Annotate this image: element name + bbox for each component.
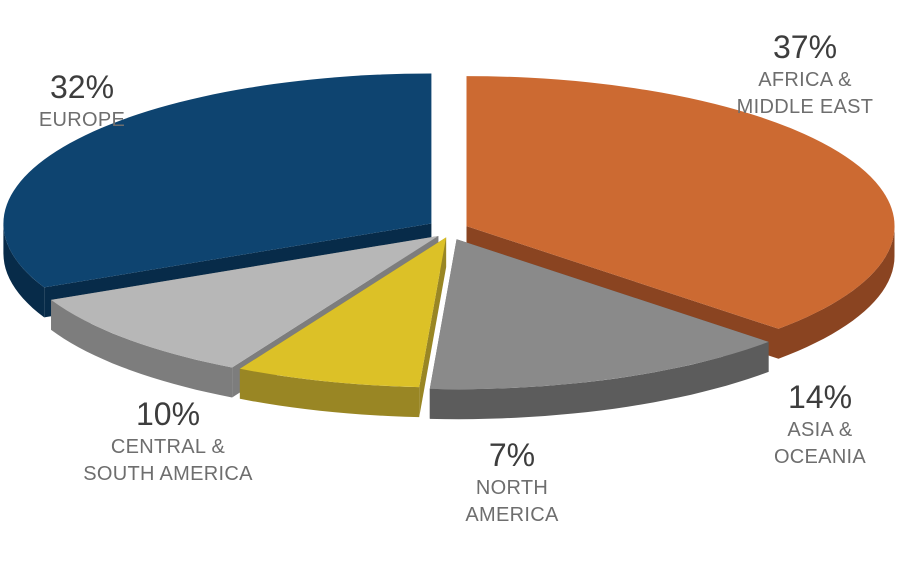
pie-slice-top-north-america [239,237,447,388]
pie-slice-top-asia [429,239,769,390]
slice-label-europe: 32% EUROPE [39,69,125,131]
labels-layer: 37% AFRICA & MIDDLE EAST 14% ASIA & OCEANIA 7%… [39,29,873,526]
slice-value-label-north-america: 7% [489,437,535,473]
pie-slice-top-central-south-america [51,236,439,368]
pie-slice-top-africa [466,76,895,329]
pie-slice-side-africa [778,226,895,359]
pie-slice-side-europe [3,223,45,318]
slice-category-label-central-south-america-1: SOUTH AMERICA [83,463,253,485]
slice-category-label-central-south-america-0: CENTRAL & [111,436,226,458]
pie-slice-asia [429,239,769,420]
slice-category-label-asia-1: OCEANIA [774,446,866,468]
slice-category-label-europe-0: EUROPE [39,109,125,131]
slice-label-north-america: 7% NORTH AMERICA [465,437,559,526]
pie-slice-top-europe [3,73,432,288]
slice-value-label-africa: 37% [773,29,837,65]
slice-value-label-asia: 14% [788,379,852,415]
pie-slice-side-asia [429,341,769,420]
slice-category-label-africa-0: AFRICA & [758,69,852,91]
slice-label-africa: 37% AFRICA & MIDDLE EAST [737,29,874,118]
slices-layer [3,73,895,420]
slice-category-label-north-america-1: AMERICA [465,504,559,526]
pie-slice-wall-north-america-0 [419,237,447,418]
slice-category-label-north-america-0: NORTH [476,477,548,499]
pie-slice-side-central-south-america [51,299,233,398]
pie-slice-side-north-america [239,368,420,418]
slice-category-label-africa-1: MIDDLE EAST [737,96,874,118]
slice-label-central-south-america: 10% CENTRAL & SOUTH AMERICA [83,396,253,485]
slice-value-label-central-south-america: 10% [136,396,200,432]
slice-category-label-asia-0: ASIA & [787,419,853,441]
pie-slice-north-america [239,237,447,418]
slice-value-label-europe: 32% [50,69,114,105]
slice-label-asia: 14% ASIA & OCEANIA [774,379,866,468]
